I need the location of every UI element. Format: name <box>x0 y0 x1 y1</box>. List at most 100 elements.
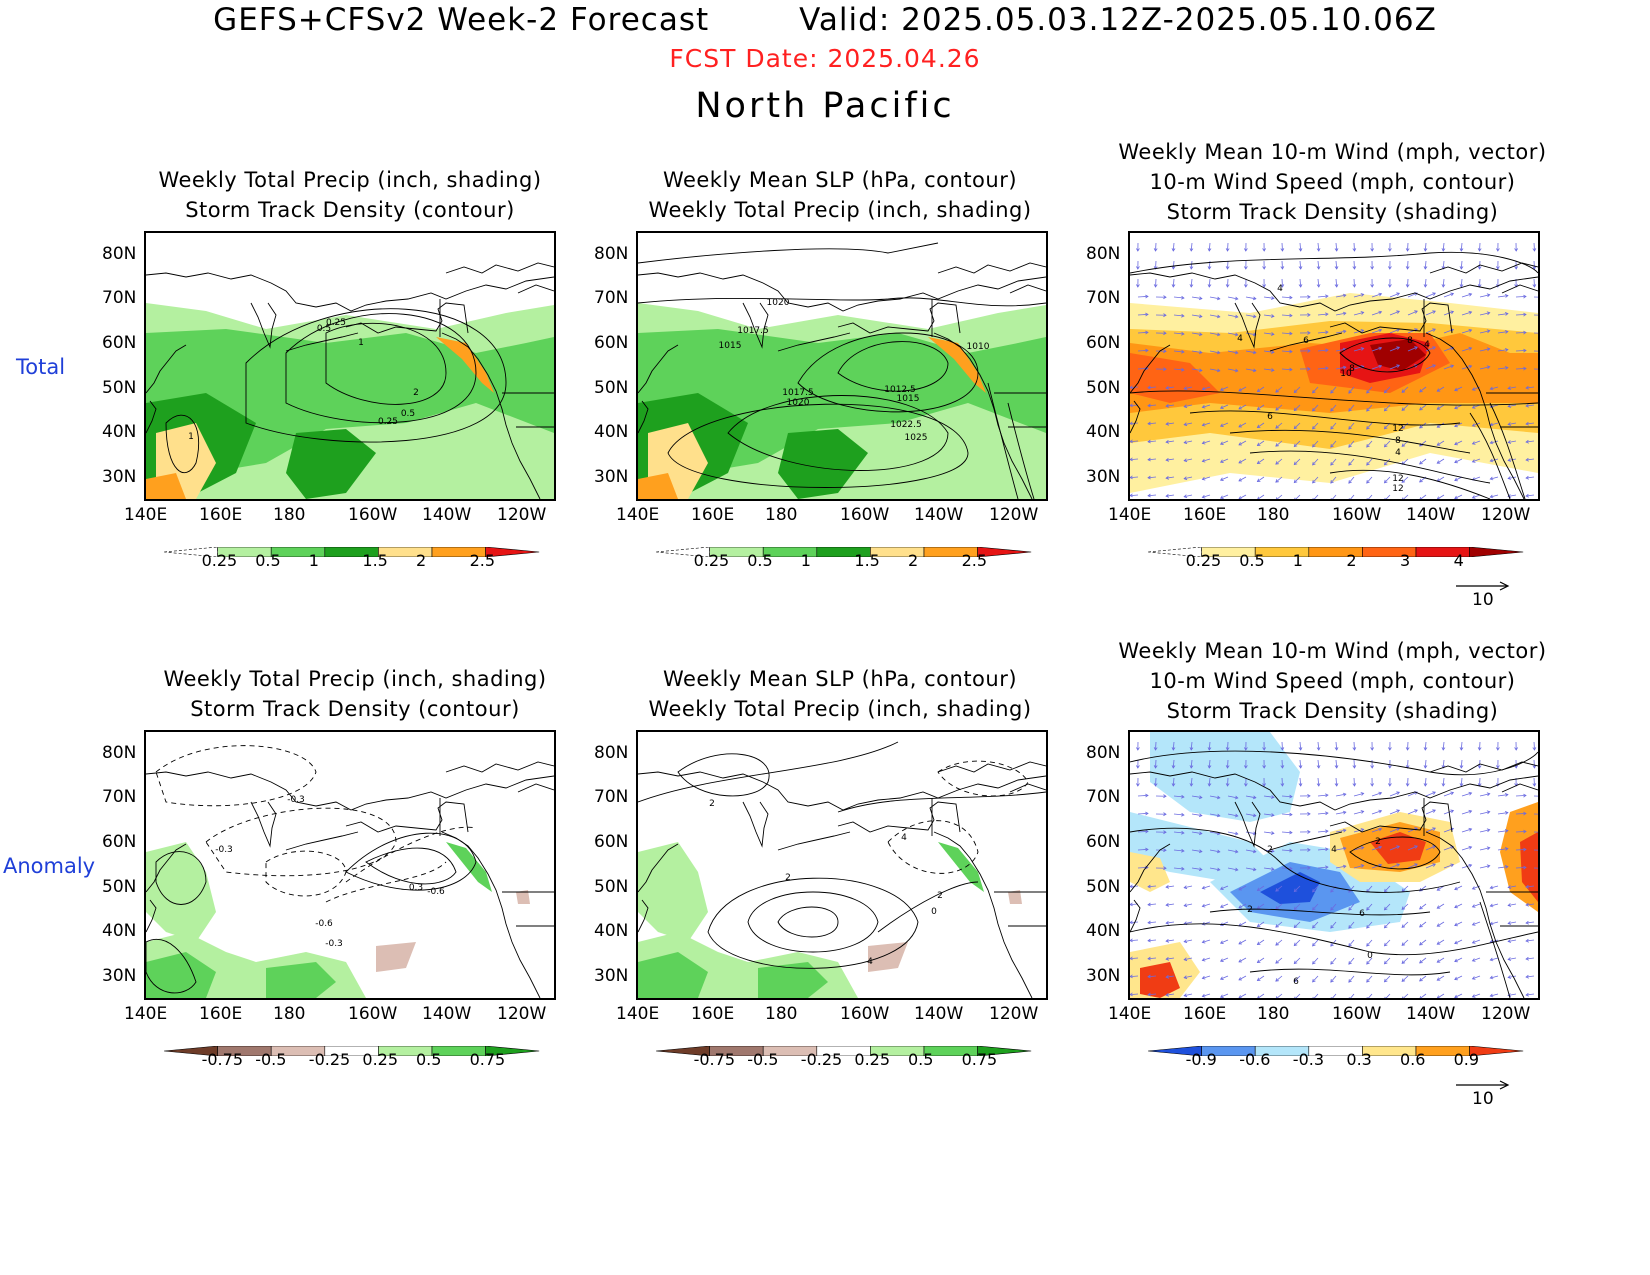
latitude-label: 30N <box>1086 966 1121 986</box>
shaded-area <box>1008 890 1022 904</box>
contour-label: 4 <box>1277 284 1283 294</box>
colorbar-segment <box>1469 546 1524 558</box>
colorbar-label: 0.25 <box>201 551 238 570</box>
latitude-label: 30N <box>594 966 629 986</box>
latitude-label: 60N <box>1086 832 1121 852</box>
latitude-label: 50N <box>1086 378 1121 398</box>
shaded-area <box>376 942 416 972</box>
contour-line <box>707 877 919 969</box>
longitude-label: 140W <box>422 1004 472 1024</box>
colorbar-label: 0.5 <box>1239 551 1265 570</box>
contour-label: 2 <box>1247 905 1253 915</box>
contour-line <box>1130 827 1461 893</box>
contour-label: -0.3 <box>325 939 343 949</box>
contour-label: 6 <box>1293 977 1299 987</box>
colorbar-label: 1.5 <box>854 551 880 570</box>
panel-title-total-precip: Weekly Total Precip (inch, shading) Storm… <box>158 168 542 222</box>
shaded-area <box>146 473 186 499</box>
contour-line <box>1249 450 1491 484</box>
colorbar-label: 1 <box>308 551 319 570</box>
row-label-anomaly: Anomaly <box>3 854 96 878</box>
shaded-area <box>1370 339 1426 371</box>
contour-line <box>987 382 1019 499</box>
longitude-label: 140E <box>616 505 660 525</box>
longitude-label: 160W <box>1332 1004 1382 1024</box>
contour-label: 1020 <box>767 298 790 308</box>
colorbar-label: -0.25 <box>308 1050 351 1069</box>
colorbar-label: -0.75 <box>693 1050 735 1069</box>
contour-line <box>155 851 207 905</box>
contour-label: 1010 <box>967 342 990 352</box>
latitude-label: 60N <box>594 832 629 852</box>
colorbar-segment <box>977 546 1032 558</box>
longitude-label: 180 <box>1257 1004 1290 1024</box>
latitude-label: 50N <box>1086 877 1121 897</box>
contour-label: 0.5 <box>401 409 415 419</box>
colorbar-label: 0.9 <box>1453 1050 1480 1069</box>
panel-title-anomaly-slp: Weekly Mean SLP (hPa, contour) Weekly Tot… <box>648 667 1032 721</box>
longitude-label: 160W <box>840 1004 890 1024</box>
longitude-label: 140E <box>124 505 168 525</box>
coastline <box>146 761 554 998</box>
shaded-area <box>146 842 216 942</box>
contour-line <box>1209 908 1431 916</box>
colorbar-segment <box>655 546 710 558</box>
latitude-label: 60N <box>594 333 629 353</box>
contour-line <box>677 753 770 797</box>
colorbar-label: 4 <box>1453 551 1464 570</box>
colorbar-label: -0.75 <box>201 1050 243 1069</box>
contour-label: 1017.5 <box>737 326 769 336</box>
coastline <box>1130 262 1538 499</box>
colorbar-segment <box>1147 546 1202 558</box>
contour-label: 6 <box>1359 909 1365 919</box>
latitude-label: 60N <box>102 333 137 353</box>
colorbar <box>1147 1041 1528 1057</box>
shaded-area <box>1150 732 1300 822</box>
longitude-label: 120W <box>497 1004 547 1024</box>
colorbar <box>163 1041 544 1057</box>
contour-line <box>1189 410 1461 426</box>
colorbar-label: -0.25 <box>800 1050 843 1069</box>
shaded-area <box>1130 852 1170 892</box>
contour-label: 2 <box>785 873 791 883</box>
latitude-label: 60N <box>1086 333 1121 353</box>
contour-label: 0.5 <box>317 324 331 334</box>
colorbar <box>655 542 1036 558</box>
map-total-precip-track: 0.25 0.5 1 2 0.5 0.25 1 <box>144 231 556 501</box>
wind-reference-label: 10 <box>1472 1089 1494 1109</box>
longitude-label: 160E <box>1183 505 1227 525</box>
colorbar-label: 0.25 <box>693 551 730 570</box>
contour-label: 8 <box>1407 336 1413 346</box>
contour-line <box>1329 469 1491 499</box>
panel-title-total-slp: Weekly Mean SLP (hPa, contour) Weekly Tot… <box>648 168 1032 222</box>
longitude-label: 160E <box>1183 1004 1227 1024</box>
contour-line <box>1489 402 1526 499</box>
contour-line <box>245 308 507 443</box>
valid-period: Valid: 2025.05.03.12Z-2025.05.10.06Z <box>799 2 1437 38</box>
contour-line <box>667 403 969 488</box>
panel-title-anomaly-precip: Weekly Total Precip (inch, shading) Storm… <box>163 667 547 721</box>
longitude-label: 160W <box>348 505 398 525</box>
shaded-area <box>778 429 868 499</box>
longitude-label: 140E <box>1108 1004 1152 1024</box>
contour-label: -0.6 <box>315 919 333 929</box>
latitude-label: 80N <box>594 743 629 763</box>
contour-line <box>146 938 197 994</box>
longitude-label: 180 <box>273 1004 306 1024</box>
contour-label: 8 <box>1395 436 1401 446</box>
shaded-area <box>266 962 336 998</box>
shaded-area <box>516 890 530 904</box>
colorbar-segment <box>485 546 540 558</box>
colorbar-label: 2 <box>908 551 919 570</box>
contour-label: 1 <box>358 338 364 348</box>
longitude-label: 180 <box>273 505 306 525</box>
contour-label: 1015 <box>897 394 920 404</box>
colorbar-label: 0.3 <box>1346 1050 1372 1069</box>
latitude-label: 70N <box>102 787 137 807</box>
contour-label: 12 <box>1392 424 1403 434</box>
contour-line <box>265 850 347 897</box>
colorbar <box>163 542 544 558</box>
latitude-label: 50N <box>594 877 629 897</box>
contour-line <box>638 741 899 803</box>
longitude-label: 120W <box>1481 1004 1531 1024</box>
